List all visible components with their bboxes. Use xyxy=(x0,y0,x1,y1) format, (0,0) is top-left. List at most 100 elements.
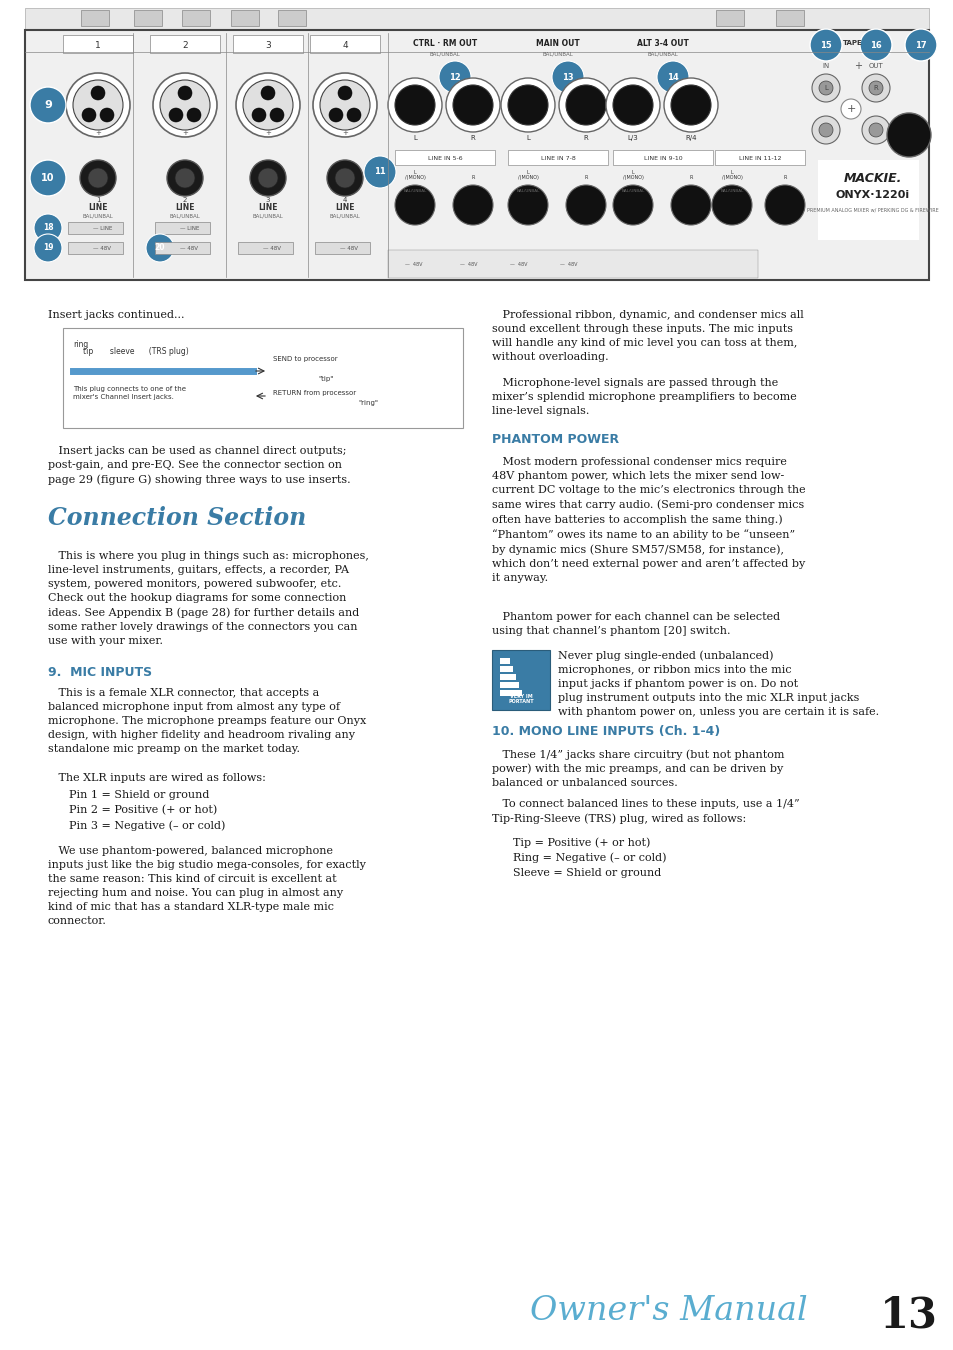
Text: — LINE: — LINE xyxy=(92,225,112,231)
Bar xyxy=(154,221,210,234)
Text: RETURN from processor: RETURN from processor xyxy=(273,390,355,396)
Circle shape xyxy=(670,185,710,225)
Text: +: + xyxy=(95,130,101,136)
Text: 17: 17 xyxy=(914,40,926,50)
Circle shape xyxy=(764,185,804,225)
Text: MAIN OUT: MAIN OUT xyxy=(536,39,579,49)
Text: R: R xyxy=(583,135,588,140)
Text: We use phantom-powered, balanced microphone
inputs just like the big studio mega: We use phantom-powered, balanced microph… xyxy=(48,846,366,926)
Bar xyxy=(237,242,293,254)
Circle shape xyxy=(34,215,62,242)
Text: R: R xyxy=(873,85,878,90)
Text: 1: 1 xyxy=(95,40,101,50)
Text: 1: 1 xyxy=(95,197,100,202)
Text: BAL/UNBAL: BAL/UNBAL xyxy=(620,189,644,193)
Text: L
/(MONO): L /(MONO) xyxy=(720,170,741,180)
Circle shape xyxy=(100,108,113,122)
Circle shape xyxy=(243,80,293,130)
Text: — 48V: — 48V xyxy=(92,246,111,251)
Text: R: R xyxy=(471,176,475,180)
Circle shape xyxy=(395,85,435,126)
Text: VERY IM
PORTANT: VERY IM PORTANT xyxy=(508,694,534,703)
Circle shape xyxy=(818,123,832,136)
Text: 4: 4 xyxy=(342,40,348,50)
Text: — 48V: — 48V xyxy=(339,246,357,251)
Circle shape xyxy=(809,28,841,61)
Circle shape xyxy=(91,86,105,100)
Circle shape xyxy=(841,99,861,119)
Text: 11: 11 xyxy=(374,167,385,177)
Text: +: + xyxy=(265,130,271,136)
Text: 19: 19 xyxy=(43,243,53,252)
Bar xyxy=(499,666,513,672)
Circle shape xyxy=(811,116,840,144)
Bar xyxy=(499,682,518,688)
Text: Insert jacks can be used as channel direct outputs;
post-gain, and pre-EQ. See t: Insert jacks can be used as channel dire… xyxy=(48,446,351,485)
Bar xyxy=(68,242,123,254)
Text: 4: 4 xyxy=(342,197,347,202)
Text: 10: 10 xyxy=(41,173,54,184)
Bar xyxy=(310,35,379,53)
Text: The XLR inputs are wired as follows:: The XLR inputs are wired as follows: xyxy=(48,774,266,783)
Circle shape xyxy=(270,108,284,122)
Circle shape xyxy=(73,80,123,130)
Text: PREMIUM ANALOG MIXER w/ PERKING DG & FIREWIRE: PREMIUM ANALOG MIXER w/ PERKING DG & FIR… xyxy=(806,208,938,212)
Text: Ring = Negative (– or cold): Ring = Negative (– or cold) xyxy=(492,852,666,863)
Text: — 48V: — 48V xyxy=(180,246,198,251)
Circle shape xyxy=(859,28,891,61)
Text: —  48V: — 48V xyxy=(559,262,577,266)
Circle shape xyxy=(167,161,203,196)
Text: Pin 2 = Positive (+ or hot): Pin 2 = Positive (+ or hot) xyxy=(48,805,217,815)
Text: SEND to processor: SEND to processor xyxy=(273,356,337,362)
Text: L
/(MONO): L /(MONO) xyxy=(404,170,425,180)
Text: BAL/UNBAL: BAL/UNBAL xyxy=(170,213,200,219)
Text: LINE IN 9-10: LINE IN 9-10 xyxy=(643,155,681,161)
Text: 15: 15 xyxy=(820,40,831,50)
Text: MACKIE.: MACKIE. xyxy=(842,171,902,185)
Text: These 1/4” jacks share circuitry (but not phantom
power) with the mic preamps, a: These 1/4” jacks share circuitry (but no… xyxy=(492,749,783,788)
Text: +: + xyxy=(342,130,348,136)
Text: BAL/UNBAL: BAL/UNBAL xyxy=(647,51,678,57)
Text: Never plug single-ended (unbalanced)
microphones, or ribbon mics into the mic
in: Never plug single-ended (unbalanced) mic… xyxy=(558,649,879,717)
Circle shape xyxy=(507,85,547,126)
Circle shape xyxy=(605,78,659,132)
Text: Connection Section: Connection Section xyxy=(48,506,306,531)
Text: This is where you plug in things such as: microphones,
line-level instruments, g: This is where you plug in things such as… xyxy=(48,551,369,645)
Bar xyxy=(233,35,303,53)
Circle shape xyxy=(613,85,652,126)
Circle shape xyxy=(30,161,66,196)
Bar xyxy=(25,8,928,30)
Text: — 48V: — 48V xyxy=(263,246,281,251)
Circle shape xyxy=(319,80,370,130)
Text: 10. MONO LINE INPUTS (Ch. 1-4): 10. MONO LINE INPUTS (Ch. 1-4) xyxy=(492,725,720,738)
Text: 16: 16 xyxy=(869,40,881,50)
Bar xyxy=(388,250,758,278)
Bar xyxy=(277,9,306,26)
Circle shape xyxy=(657,61,688,93)
Text: To connect balanced lines to these inputs, use a 1/4”
Tip-Ring-Sleeve (TRS) plug: To connect balanced lines to these input… xyxy=(492,799,799,824)
Text: 3: 3 xyxy=(265,40,271,50)
Bar xyxy=(499,674,516,680)
Circle shape xyxy=(146,234,173,262)
Text: LINE: LINE xyxy=(258,204,277,212)
Bar xyxy=(499,657,510,664)
Circle shape xyxy=(565,185,605,225)
Circle shape xyxy=(453,185,493,225)
Text: R: R xyxy=(583,176,587,180)
Text: R: R xyxy=(689,176,692,180)
Circle shape xyxy=(152,73,216,136)
Text: Sleeve = Shield or ground: Sleeve = Shield or ground xyxy=(492,868,660,878)
Bar xyxy=(492,649,550,710)
Text: This plug connects to one of the
mixer's Channel Insert jacks.: This plug connects to one of the mixer's… xyxy=(73,386,186,400)
Bar xyxy=(507,150,607,165)
Text: BAL/UNBAL: BAL/UNBAL xyxy=(253,213,283,219)
Text: 9: 9 xyxy=(44,100,51,109)
Bar xyxy=(716,9,743,26)
Bar xyxy=(63,35,132,53)
Text: — LINE: — LINE xyxy=(180,225,199,231)
Text: L: L xyxy=(525,135,529,140)
Circle shape xyxy=(34,234,62,262)
Circle shape xyxy=(862,116,889,144)
Text: Insert jacks continued...: Insert jacks continued... xyxy=(48,310,184,320)
Circle shape xyxy=(395,185,435,225)
